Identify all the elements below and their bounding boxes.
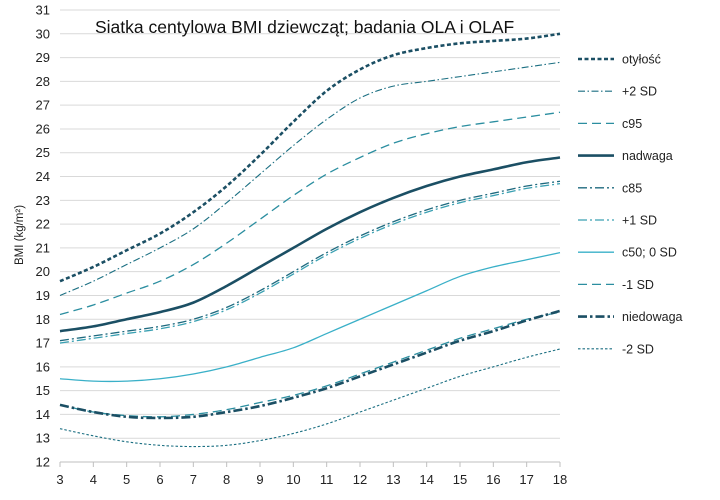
series-line-6	[59, 252, 561, 383]
y-tick-label: 21	[36, 240, 50, 255]
y-tick-label: 16	[36, 359, 50, 374]
legend-label: -2 SD	[622, 342, 654, 356]
legend-label: otyłość	[622, 53, 661, 67]
legend: otyłość +2 SD c95 nadwaga c85 +1 SD c50; 0 SD -…	[578, 53, 683, 356]
legend-label: +1 SD	[622, 214, 657, 228]
series-line-4	[59, 180, 561, 342]
y-tick-label: 25	[36, 145, 50, 160]
y-tick-label: 13	[36, 431, 50, 446]
y-axis-ticks: 12 13 14 15 16 17 18 19 20 21 22 23 24 25 26 27 28 29 30 31	[36, 3, 50, 470]
legend-label: c95	[622, 117, 642, 131]
series-line-1	[59, 61, 561, 296]
y-tick-label: 20	[36, 264, 50, 279]
y-tick-label: 31	[36, 3, 50, 18]
y-axis-title: BMI (kg/m²)	[14, 205, 26, 265]
legend-label: niedowaga	[622, 310, 683, 324]
y-tick-label: 17	[36, 336, 50, 351]
x-tick-label: 13	[386, 472, 400, 487]
x-tick-label: 10	[286, 472, 300, 487]
series-line-5	[59, 183, 561, 344]
x-tick-label: 8	[223, 472, 230, 487]
y-tick-label: 19	[36, 288, 50, 303]
x-tick-label: 7	[190, 472, 197, 487]
x-tick-label: 14	[419, 472, 433, 487]
x-tick-label: 4	[90, 472, 97, 487]
x-tick-label: 15	[453, 472, 467, 487]
y-tick-label: 22	[36, 217, 50, 232]
x-tick-label: 16	[486, 472, 500, 487]
x-tick-label: 6	[156, 472, 163, 487]
y-tick-label: 27	[36, 98, 50, 113]
legend-label: +2 SD	[622, 85, 657, 99]
x-tick-label: 5	[123, 472, 130, 487]
legend-label: nadwaga	[622, 149, 673, 163]
y-tick-label: 29	[36, 50, 50, 65]
x-tick-label: 11	[320, 472, 334, 487]
y-tick-label: 23	[36, 193, 50, 208]
legend-label: -1 SD	[622, 278, 654, 292]
y-tick-label: 12	[36, 455, 50, 470]
chart-title: Siatka centylowa BMI dziewcząt; badania …	[95, 17, 514, 37]
y-tick-label: 14	[36, 407, 50, 422]
x-tick-label: 17	[519, 472, 533, 487]
y-tick-label: 26	[36, 121, 50, 136]
x-tick-label: 9	[256, 472, 263, 487]
grid-lines	[60, 9, 560, 463]
series-line-3	[59, 156, 561, 333]
y-tick-label: 30	[36, 26, 50, 41]
x-tick-label: 18	[553, 472, 567, 487]
y-tick-label: 28	[36, 74, 50, 89]
x-tick-label: 12	[353, 472, 367, 487]
y-tick-label: 18	[36, 312, 50, 327]
series-line-9	[59, 348, 561, 448]
series-line-7	[59, 311, 561, 418]
series-line-0	[59, 32, 561, 283]
legend-label: c50; 0 SD	[622, 246, 677, 260]
x-axis-ticks: 3 4 5 6 7 8 9 10 11 12 13 14 15 16 17 18	[56, 461, 567, 487]
series-lines	[59, 32, 561, 448]
x-tick-label: 3	[56, 472, 63, 487]
y-tick-label: 24	[36, 169, 50, 184]
series-line-2	[59, 111, 561, 316]
legend-label: c85	[622, 181, 642, 195]
y-tick-label: 15	[36, 383, 50, 398]
series-line-8	[59, 309, 561, 420]
